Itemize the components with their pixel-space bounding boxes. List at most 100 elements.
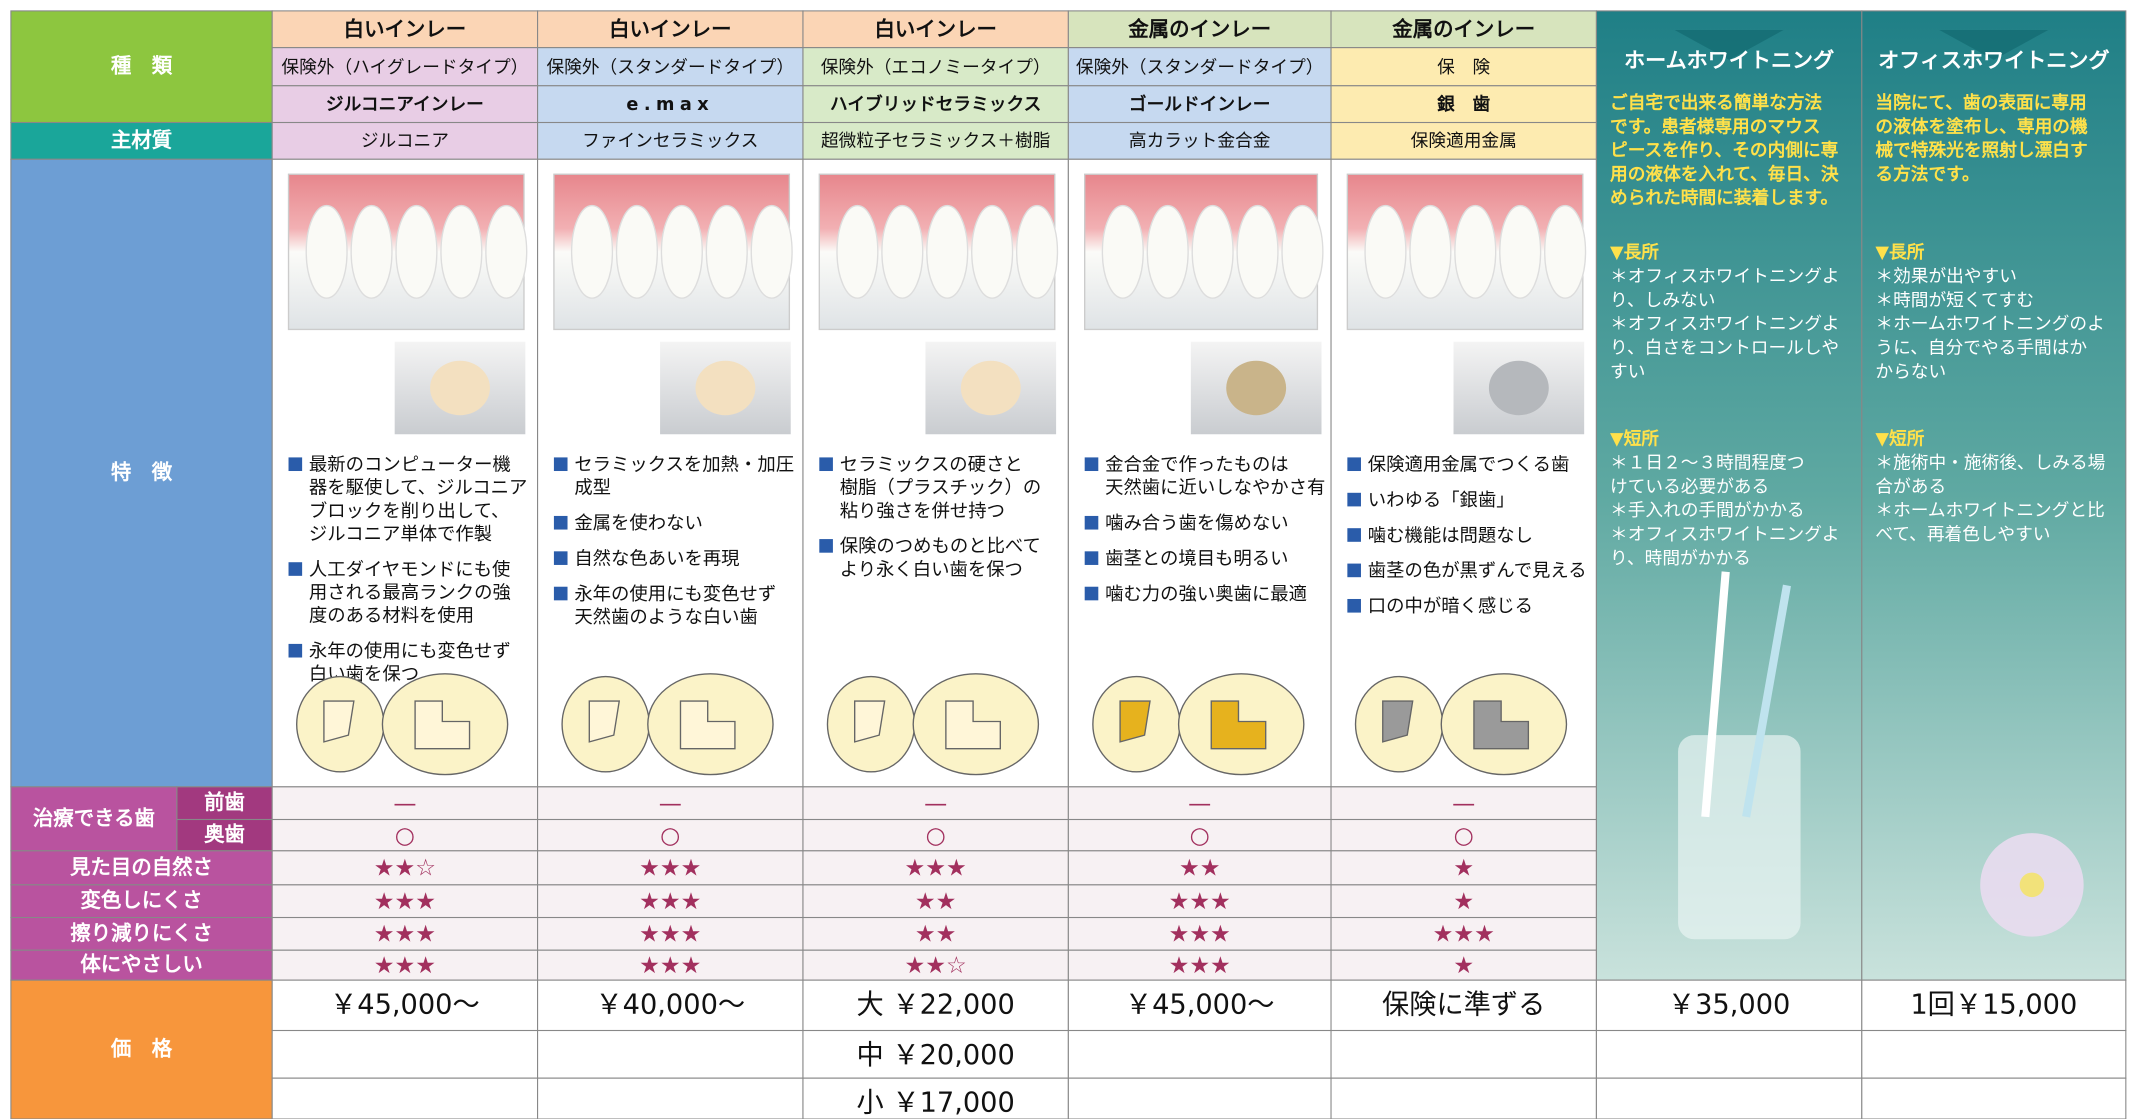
symbol: — [1452,791,1475,817]
stars: ★★★ [639,856,701,882]
category: 白いインレー [344,17,466,41]
bullet [553,586,568,601]
feature-text: 用される最高ランクの強 [309,583,511,604]
cell [271,850,539,886]
cell [1861,1077,2127,1119]
cell [537,818,804,852]
header-marker [1939,29,2049,60]
merits-heading: ▼長所 [1610,242,1659,263]
stars: ★★ [915,922,956,948]
product-name: e.max [626,95,714,115]
row-label: 擦り減りにくさ [70,921,212,945]
feature-text: 人工ダイヤモンドにも使 [309,559,510,580]
feature-text: 樹脂（プラスチック）の [840,478,1042,499]
row-label: 特 徴 [111,460,173,484]
feature-text: 保険適用金属でつくる歯 [1368,455,1570,476]
symbol: — [393,791,416,817]
crown-shape [1226,360,1287,416]
tooth-shape [1544,204,1587,299]
feature-text: ジルコニア単体で作製 [309,524,492,545]
category: 白いインレー [609,17,731,41]
feature-text: いわゆる「銀歯」 [1368,490,1515,511]
cell [1067,818,1332,852]
product-name: 銀 歯 [1437,93,1490,115]
cell [271,1077,539,1119]
cell [537,979,804,1032]
bullet [1347,528,1361,542]
tooth-shape [660,204,703,299]
cell [1067,47,1332,87]
bullet [553,551,568,565]
demerit: べて、再着色しやすい [1875,524,2050,545]
cell [271,916,539,951]
cell [1330,47,1597,87]
symbol: ○ [395,823,415,849]
symbol: — [659,791,682,817]
demerit: ＊１日２～３時間程度つ [1610,453,1805,474]
tooth-shape [350,204,393,299]
product-name: ハイブリッドセラミックス [830,93,1041,115]
tooth-shape [305,204,348,299]
feature-text: 金合金で作ったものは [1105,455,1289,476]
bullet [1084,515,1099,530]
bullet [819,457,833,472]
cell [802,1029,1069,1079]
demerit: ＊施術中・施術後、しみる場 [1875,453,2105,474]
cell [271,786,539,821]
crown-shape [1488,360,1549,416]
price: 小 ￥17,000 [857,1088,1015,1119]
tooth-shape [1364,204,1407,299]
merit: り、しみない [1610,291,1715,311]
feature-text: 噛む力の強い奥歯に最適 [1105,584,1307,605]
inlay-shape [1382,700,1414,743]
material: 高カラット金合金 [1129,131,1271,152]
crown-shape [695,360,756,416]
inlay-shape [588,700,621,743]
tooth-shape [485,204,528,299]
tooth-shape [395,204,438,299]
tooth-shape [705,204,748,299]
tooth-shape [1281,204,1324,299]
cell [1067,979,1332,1032]
symbol: — [924,791,947,817]
product-name: ゴールドインレー [1129,93,1270,115]
merit: ＊オフィスホワイトニングよ [1610,314,1840,335]
description: 当院にて、歯の表面に専用 [1875,91,2086,113]
feature-text: セラミックスを加熱・加圧 [574,455,794,476]
symbol: ○ [1454,823,1474,849]
cell [537,1077,804,1119]
inlay-shape [323,700,355,743]
merit: ＊ホームホワイトニングのよ [1875,314,2104,335]
insurance-type: 保険外（ハイグレードタイプ） [281,57,528,78]
cup [1678,735,1801,940]
toothbrush [1742,584,1791,818]
stars: ★★★ [639,953,701,979]
material: ジルコニア [361,132,449,152]
cell [1067,121,1332,160]
flower-center [2019,872,2045,898]
symbol: ○ [660,823,680,849]
row-label: 変色しにくさ [81,888,203,912]
tooth-shape [1409,204,1452,299]
symbol: — [1188,791,1211,817]
cell [802,1077,1069,1119]
category: 金属のインレー [1127,17,1271,41]
merit: り、白さをコントロールしや [1610,337,1839,358]
tooth-shape [1454,204,1497,299]
feature-text: セラミックスの硬さと [840,455,1023,476]
tooth-shape [1236,204,1279,299]
row-label-cell [10,158,273,788]
row-label-cell [176,818,273,852]
insurance-type: 保険外（スタンダードタイプ） [1076,57,1324,78]
feature-text: より永く白い歯を保つ [840,559,1023,580]
category: 金属のインレー [1391,17,1535,41]
row-label-cell [10,10,273,124]
cell [1330,1029,1597,1079]
description: る方法です。 [1875,163,1979,185]
bullet [1347,457,1361,472]
price: ￥45,000〜 [330,990,480,1021]
tooth-shape [1191,204,1234,299]
stars: ★★★ [374,922,436,948]
